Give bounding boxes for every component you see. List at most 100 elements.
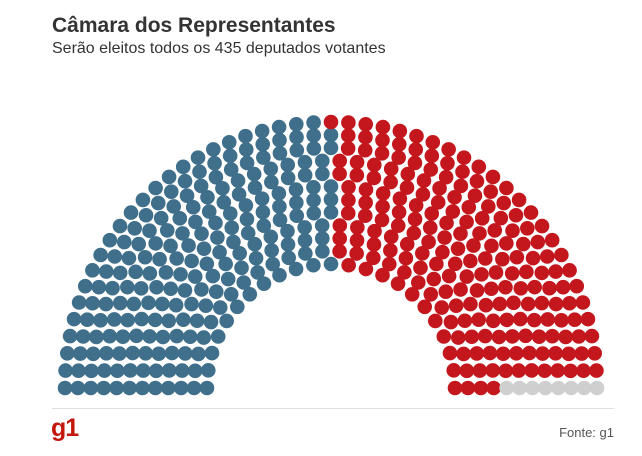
seat-dot-group-1 xyxy=(518,328,533,344)
seat-dot-group-0 xyxy=(256,218,272,234)
seat-dot-group-1 xyxy=(399,180,415,195)
seat-dot-group-2 xyxy=(550,380,566,396)
seat-dot-group-2 xyxy=(538,380,553,396)
seat-dot-group-1 xyxy=(580,311,596,327)
seat-dot-group-1 xyxy=(392,123,408,139)
seat-dot-group-0 xyxy=(147,312,163,328)
seat-dot-group-0 xyxy=(83,380,99,396)
seat-dot-group-1 xyxy=(474,211,490,226)
seat-dot-group-0 xyxy=(186,380,202,396)
seat-dot-group-1 xyxy=(407,211,423,227)
seat-dot-group-1 xyxy=(499,180,514,196)
seat-dot-group-1 xyxy=(446,363,462,378)
seat-dot-group-1 xyxy=(366,157,382,173)
seat-dot-group-1 xyxy=(544,328,560,344)
seat-dot-group-1 xyxy=(408,198,424,213)
seat-dot-group-0 xyxy=(141,295,156,311)
seat-dot-group-0 xyxy=(122,380,137,396)
seat-dot-group-0 xyxy=(288,261,304,277)
seat-dot-group-1 xyxy=(374,212,390,228)
seat-dot-group-1 xyxy=(447,380,463,396)
seat-dot-group-1 xyxy=(483,184,499,199)
seat-dot-group-0 xyxy=(265,256,281,272)
seat-dot-group-1 xyxy=(437,230,452,245)
seat-dot-group-0 xyxy=(120,279,135,295)
seat-dot-group-0 xyxy=(182,329,198,345)
seat-dot-group-1 xyxy=(482,345,498,361)
seat-dot-group-1 xyxy=(358,195,373,210)
seat-dot-group-0 xyxy=(154,296,170,312)
seat-dot-group-0 xyxy=(129,328,144,344)
seat-dot-group-0 xyxy=(163,238,178,254)
seat-dot-group-1 xyxy=(424,206,440,221)
seat-dot-group-1 xyxy=(504,266,520,281)
seat-dot-group-0 xyxy=(115,329,131,345)
seat-dot-group-1 xyxy=(424,148,440,164)
seat-dot-group-1 xyxy=(409,128,424,144)
seat-dot-group-1 xyxy=(332,218,348,233)
seat-dot-group-1 xyxy=(531,329,547,345)
seat-dot-group-2 xyxy=(589,380,605,396)
seat-dot-group-0 xyxy=(116,234,132,250)
seat-dot-group-1 xyxy=(428,313,443,329)
seat-dot-group-1 xyxy=(341,257,356,273)
chart-subtitle: Serão eleitos todos os 435 deputados vot… xyxy=(52,40,386,57)
seat-dot-group-1 xyxy=(554,247,569,263)
seat-dot-group-1 xyxy=(485,313,501,329)
seat-dot-group-1 xyxy=(495,251,510,267)
seat-dot-group-1 xyxy=(540,312,555,327)
seat-dot-group-1 xyxy=(358,261,374,277)
seat-dot-group-0 xyxy=(323,192,339,207)
seat-dot-group-0 xyxy=(226,234,241,250)
seat-dot-group-1 xyxy=(554,313,569,328)
seat-dot-group-0 xyxy=(263,161,279,177)
seat-dot-group-1 xyxy=(534,218,550,234)
seat-dot-group-1 xyxy=(471,159,487,175)
seat-dot-group-1 xyxy=(485,169,501,185)
seat-dot-group-1 xyxy=(493,210,509,226)
seat-dot-group-1 xyxy=(542,280,557,296)
seat-dot-group-0 xyxy=(219,313,234,329)
seat-dot-group-0 xyxy=(177,283,193,298)
seat-dot-group-1 xyxy=(390,276,406,291)
seat-dot-group-1 xyxy=(525,250,541,266)
seat-dot-group-1 xyxy=(375,199,390,214)
seat-dot-group-0 xyxy=(112,346,127,361)
seat-dot-group-1 xyxy=(478,251,493,266)
seat-dot-group-1 xyxy=(390,218,406,234)
seat-dot-group-0 xyxy=(148,236,163,251)
seat-dot-group-0 xyxy=(164,345,180,361)
seat-dot-group-1 xyxy=(375,267,390,283)
seat-dot-group-0 xyxy=(123,363,138,378)
seat-dot-group-0 xyxy=(85,346,101,362)
seat-dot-group-2 xyxy=(525,380,540,396)
seat-dot-group-1 xyxy=(498,363,514,379)
seat-dot-group-1 xyxy=(574,346,590,361)
seat-dot-group-1 xyxy=(523,205,539,220)
seat-dot-group-0 xyxy=(66,311,82,327)
seat-dot-group-0 xyxy=(128,264,143,280)
seat-dot-group-2 xyxy=(512,380,527,396)
seat-dot-group-0 xyxy=(174,363,190,378)
seat-dot-group-0 xyxy=(137,249,153,265)
seat-dot-group-1 xyxy=(508,207,524,223)
seat-dot-group-0 xyxy=(102,328,118,344)
seat-dot-group-1 xyxy=(524,363,539,378)
seat-dot-group-0 xyxy=(212,300,228,315)
seat-dot-group-0 xyxy=(159,223,175,238)
seat-dot-group-0 xyxy=(169,251,184,266)
seat-dot-group-1 xyxy=(349,246,364,261)
seat-dot-group-1 xyxy=(438,284,454,300)
seat-dot-group-0 xyxy=(93,313,108,328)
seat-dot-group-0 xyxy=(272,212,288,228)
seat-dot-group-1 xyxy=(520,296,536,312)
seat-dot-group-1 xyxy=(375,119,391,135)
seat-dot-group-0 xyxy=(255,204,271,220)
seat-dot-group-0 xyxy=(135,380,150,396)
seat-dot-group-0 xyxy=(272,267,287,283)
seat-dot-group-1 xyxy=(459,269,475,284)
seat-dot-group-1 xyxy=(392,191,408,206)
seat-dot-group-0 xyxy=(93,247,108,263)
seat-dot-group-1 xyxy=(415,187,431,202)
seat-dot-group-1 xyxy=(539,249,555,264)
